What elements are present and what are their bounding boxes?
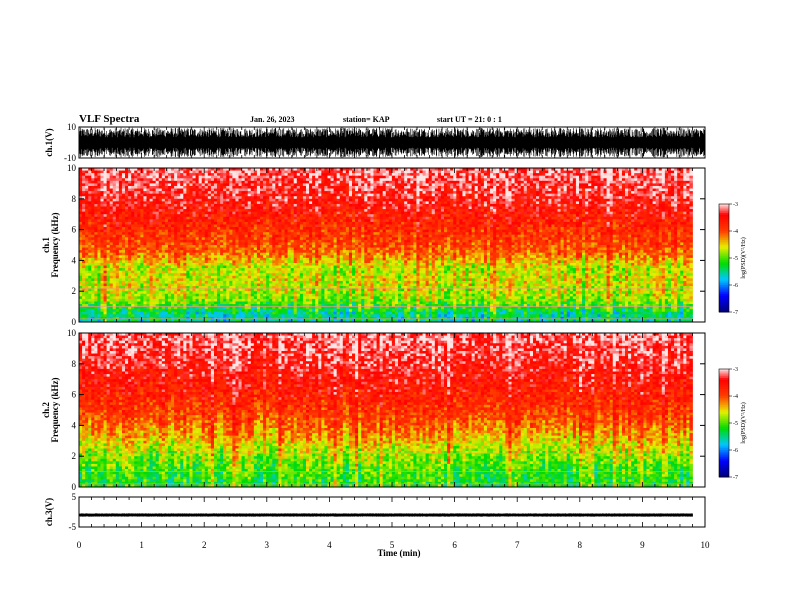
spec1-colorbar-tick-label: -3 (733, 202, 738, 208)
spec1-ylabel-frequency: Frequency (kHz) (50, 212, 60, 277)
x-tick-label: 1 (139, 540, 144, 550)
spec1-ytick-label: 2 (72, 286, 77, 296)
figure-date: Jan. 26, 2023 (250, 115, 294, 124)
spec2-ylabel-frequency: Frequency (kHz) (50, 377, 60, 442)
ch3-waveform-trace (79, 513, 692, 516)
spec2-spectrogram-cells (79, 333, 693, 487)
spec2-ytick-label: 2 (72, 451, 77, 461)
colorbars: -3 -4 -5 -6 -7 log(PSD)(V²/Hz) -3 -4 -5 -6 -7 log(P… (719, 202, 747, 481)
spec1-ytick-label: 10 (67, 163, 77, 173)
spec2-colorbar-label: log(PSD)(V²/Hz) (740, 402, 747, 443)
ch3-ylabel: ch.3(V) (44, 498, 54, 526)
spec1-colorbar-tick-label: -6 (733, 283, 738, 289)
spec2-ytick-label: 8 (72, 359, 77, 369)
figure-start-time: start UT = 21: 0 : 1 (437, 115, 502, 124)
ch3-ytick-label: -5 (69, 522, 77, 532)
spec1-colorbar-tick-label: -5 (733, 256, 738, 262)
spec1-ytick-label: 6 (72, 225, 77, 235)
ch1-ytick-label: 10 (67, 122, 77, 132)
x-tick-label: 10 (701, 540, 711, 550)
x-tick-label: 8 (578, 540, 583, 550)
spec1-ytick-label: 0 (72, 317, 77, 327)
spec1-spectrogram-cells (79, 168, 693, 322)
ch3-ytick-label: 5 (72, 492, 77, 502)
spec1-ytick-label: 4 (72, 255, 77, 265)
ch3-waveform-panel: 5 -5 ch.3(V) (44, 492, 705, 532)
spec1-ytick-label: 8 (72, 194, 77, 204)
x-tick-label: 7 (515, 540, 520, 550)
spec2-ytick-label: 4 (72, 420, 77, 430)
spec2-ytick-label: 10 (67, 328, 77, 338)
figure-title: VLF Spectra (79, 113, 140, 125)
spec1-colorbar-label: log(PSD)(V²/Hz) (740, 237, 747, 278)
spec2-ytick-label: 6 (72, 390, 77, 400)
spec2-colorbar-tick-label: -7 (733, 475, 738, 481)
spec2-colorbar-tick-label: -3 (733, 367, 738, 373)
x-tick-label: 4 (327, 540, 332, 550)
x-tick-label: 6 (452, 540, 457, 550)
x-tick-label: 0 (77, 540, 82, 550)
x-tick-label: 2 (202, 540, 207, 550)
spec2-colorbar-tick-label: -5 (733, 421, 738, 427)
figure-station: station= KAP (343, 115, 390, 124)
ch1-ytick-label: -10 (64, 153, 76, 163)
ch1-waveform-trace (79, 128, 705, 157)
spec2-colorbar-tick-label: -4 (733, 394, 738, 400)
x-tick-label: 9 (640, 540, 645, 550)
spec1-colorbar-tick-label: -4 (733, 229, 738, 235)
ch1-ylabel: ch.1(V) (44, 128, 54, 156)
spec2-ytick-label: 0 (72, 482, 77, 492)
spec1-colorbar-tick-label: -7 (733, 310, 738, 316)
x-tick-label: 3 (265, 540, 270, 550)
spec2-colorbar-tick-label: -6 (733, 448, 738, 454)
ch1-waveform-panel: 10 -10 ch.1(V) (44, 122, 705, 163)
x-axis-label: Time (min) (377, 548, 420, 558)
